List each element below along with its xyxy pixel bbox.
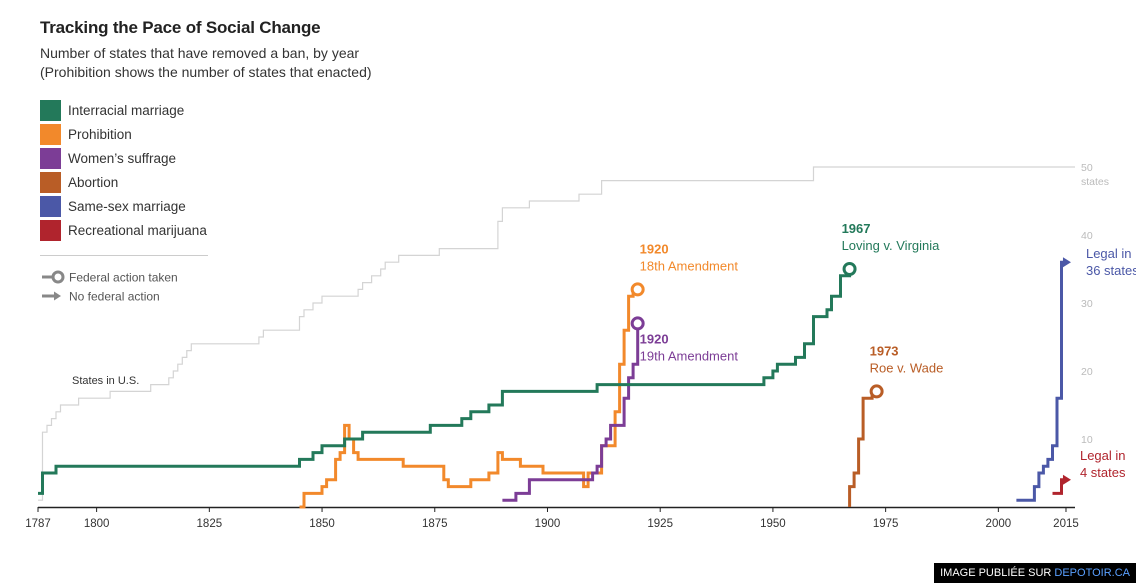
endpoint-label-bottom: 4 states [1080, 465, 1126, 480]
series-line-1 [299, 287, 638, 509]
x-tick-label: 1850 [309, 518, 335, 530]
endpoint-label-bottom: 19th Amendment [640, 348, 739, 363]
legend-label: Same-sex marriage [68, 198, 186, 214]
arrow-right-icon [54, 291, 61, 301]
y-tick-label: 40 [1081, 230, 1093, 242]
legend-item-womens-suffrage: Women’s suffrage [40, 146, 207, 170]
legend-swatch [40, 123, 61, 145]
series-line-4 [1016, 260, 1066, 502]
legend-label: Women’s suffrage [68, 150, 177, 166]
chart-title: Tracking the Pace of Social Change [40, 18, 321, 37]
legend-label: Interracial marriage [68, 102, 185, 118]
y-tick-label: 10 [1081, 434, 1093, 446]
arrow-right-icon [1062, 257, 1071, 268]
legend-label: Recreational marijuana [68, 222, 207, 238]
endpoint-label-top: 1920 [640, 331, 669, 346]
endpoint-label-bottom: Loving v. Virginia [842, 238, 941, 253]
x-tick-label: 1800 [84, 518, 110, 530]
legend-swatch [40, 171, 61, 193]
endpoint-label-bottom: 18th Amendment [640, 258, 739, 273]
series-line-3 [848, 389, 877, 507]
x-tick-label: 1875 [422, 518, 448, 530]
y-axis: 10 20 30 40 50 states [1081, 162, 1109, 446]
endpoint-label-top: Legal in [1080, 448, 1126, 463]
endpoint-label-top: 1973 [870, 343, 899, 358]
y-tick-unit-label: states [1081, 176, 1109, 188]
legend-divider [40, 255, 208, 256]
x-tick-label: 2000 [986, 518, 1012, 530]
legend: Interracial marriage Prohibition Women’s… [40, 98, 207, 242]
arrow-right-icon [1062, 474, 1071, 485]
legend-label: Prohibition [68, 126, 132, 142]
federal-action-marker [630, 282, 645, 297]
legend-swatch [40, 147, 61, 169]
endpoint-label-top: 1967 [842, 221, 871, 236]
federal-action-marker [630, 316, 645, 331]
federal-action-marker [842, 262, 857, 276]
legend-item-interracial-marriage: Interracial marriage [40, 98, 207, 122]
legend-item-recreational-marijuana: Recreational marijuana [40, 218, 207, 242]
states-in-us-line [38, 166, 1075, 501]
chart-subtitle: Number of states that have removed a ban… [40, 45, 360, 61]
x-tick-label: 1787 [25, 518, 51, 530]
endpoint-label-top: 1920 [640, 241, 669, 256]
legend-item-same-sex-marriage: Same-sex marriage [40, 194, 207, 218]
legend-swatch [40, 195, 61, 217]
x-axis: 1787 1800 1825 1850 1875 1900 1925 1950 1975 2000… [25, 506, 1079, 530]
credit-banner: IMAGE PUBLIÉE SUR DEPOTOIR.CA [934, 563, 1136, 583]
key-label-no-federal: No federal action [69, 290, 160, 304]
x-tick-label: 1825 [197, 518, 223, 530]
series-line-0 [38, 269, 852, 495]
federal-action-marker [869, 384, 884, 399]
legend-item-prohibition: Prohibition [40, 122, 207, 146]
series-layer: States in U.S. 1920 18th Amendment 1920 19th… [38, 166, 1136, 509]
x-tick-label: 1925 [647, 518, 673, 530]
legend-swatch [40, 219, 61, 241]
endpoint-label-bottom: Roe v. Wade [870, 360, 944, 375]
y-tick-label: 20 [1081, 366, 1093, 378]
y-tick-label: 50 [1081, 162, 1093, 174]
x-tick-label: 1975 [873, 518, 899, 530]
x-tick-label: 1900 [535, 518, 561, 530]
legend-label: Abortion [68, 174, 119, 190]
states-in-us-label: States in U.S. [72, 375, 139, 387]
legend-item-abortion: Abortion [40, 170, 207, 194]
endpoint-label-bottom: 36 states [1086, 263, 1136, 278]
circle-icon [51, 270, 65, 284]
federal-action-key: Federal action taken No federal action [42, 270, 178, 304]
credit-prefix: IMAGE PUBLIÉE SUR [940, 567, 1055, 579]
chart-subtitle-note: (Prohibition shows the number of states … [40, 64, 372, 80]
credit-site-link[interactable]: DEPOTOIR.CA [1054, 567, 1130, 579]
legend-swatch [40, 99, 61, 121]
endpoint-label-top: Legal in [1086, 246, 1132, 261]
key-label-federal: Federal action taken [69, 271, 178, 285]
y-tick-label: 30 [1081, 298, 1093, 310]
x-tick-label: 1950 [760, 518, 786, 530]
x-tick-label: 2015 [1053, 518, 1079, 530]
series-line-2 [502, 323, 640, 502]
